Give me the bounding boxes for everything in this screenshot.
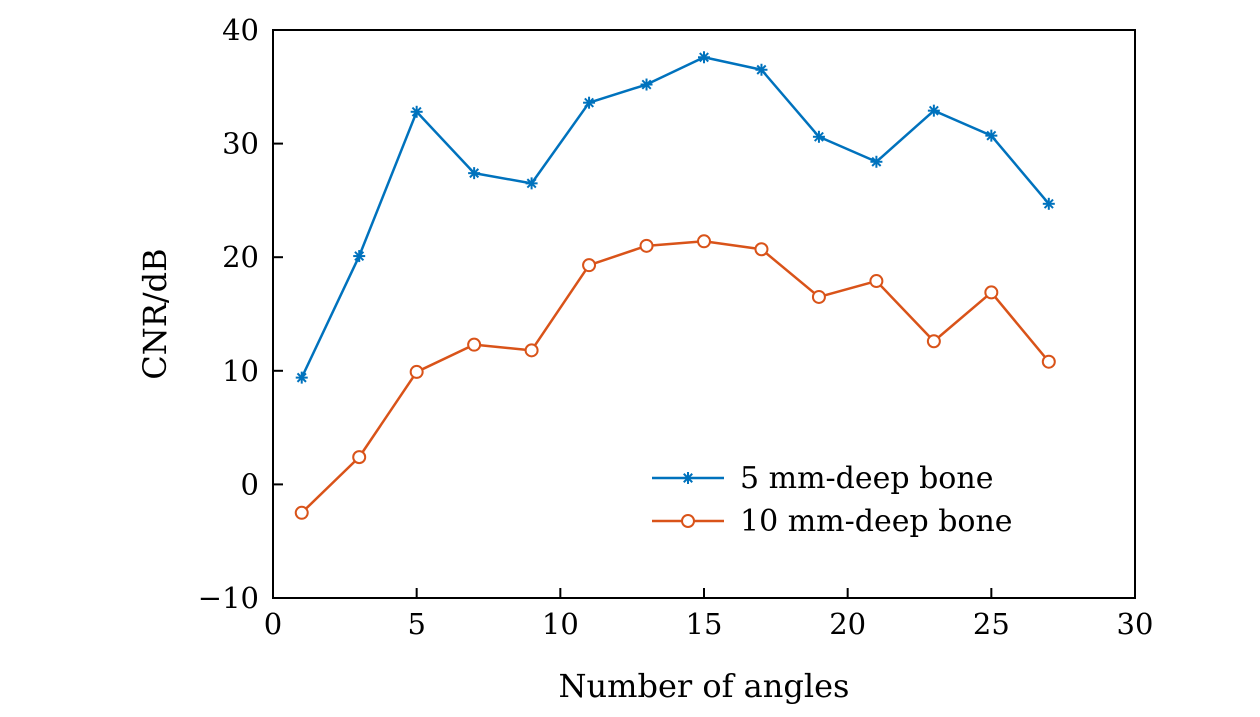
x-tick-label: 15 bbox=[686, 607, 723, 641]
data-point-marker bbox=[467, 337, 482, 352]
y-tick-label: 0 bbox=[241, 467, 259, 501]
x-tick-label: 5 bbox=[407, 607, 425, 641]
data-point-marker bbox=[411, 106, 422, 117]
x-tick-label: 20 bbox=[829, 607, 866, 641]
series-line bbox=[300, 240, 1050, 514]
data-point-marker bbox=[926, 334, 941, 349]
series-line bbox=[300, 56, 1050, 379]
data-point-marker bbox=[1043, 198, 1054, 209]
data-point-marker bbox=[524, 343, 539, 358]
data-point-marker bbox=[681, 514, 695, 528]
data-point-marker bbox=[354, 251, 365, 262]
data-point-marker bbox=[296, 372, 307, 383]
y-tick-label: 30 bbox=[222, 127, 259, 161]
legend-label: 10 mm-deep bone bbox=[740, 504, 1013, 539]
data-point-marker bbox=[526, 178, 537, 189]
data-point-marker bbox=[584, 97, 595, 108]
data-point-marker bbox=[754, 242, 769, 257]
data-point-marker bbox=[986, 130, 997, 141]
y-tick-label: 40 bbox=[222, 13, 259, 47]
data-point-marker bbox=[756, 64, 767, 75]
x-axis-label: Number of angles bbox=[558, 667, 850, 705]
x-tick-label: 0 bbox=[264, 607, 282, 641]
y-tick-label: −10 bbox=[198, 581, 259, 615]
data-point-marker bbox=[811, 289, 826, 304]
data-point-marker bbox=[928, 105, 939, 116]
data-point-marker bbox=[641, 79, 652, 90]
data-point-marker bbox=[813, 131, 824, 142]
data-point-marker bbox=[294, 505, 309, 520]
data-point-marker bbox=[984, 285, 999, 300]
data-point-marker bbox=[639, 238, 654, 253]
x-tick-label: 10 bbox=[542, 607, 579, 641]
x-tick-label: 25 bbox=[973, 607, 1010, 641]
x-tick-label: 30 bbox=[1117, 607, 1154, 641]
legend-label: 5 mm-deep bone bbox=[740, 461, 993, 496]
data-point-marker bbox=[1041, 354, 1056, 369]
data-point-marker bbox=[582, 258, 597, 273]
data-point-marker bbox=[683, 473, 693, 483]
data-point-marker bbox=[871, 156, 882, 167]
y-tick-label: 10 bbox=[222, 354, 259, 388]
y-tick-label: 20 bbox=[222, 240, 259, 274]
data-point-marker bbox=[409, 364, 424, 379]
data-point-marker bbox=[699, 52, 709, 63]
data-point-marker bbox=[697, 234, 711, 249]
data-point-marker bbox=[869, 274, 884, 289]
y-axis-label: CNR/dB bbox=[136, 248, 174, 380]
data-point-marker bbox=[469, 168, 480, 179]
data-point-marker bbox=[352, 450, 367, 465]
